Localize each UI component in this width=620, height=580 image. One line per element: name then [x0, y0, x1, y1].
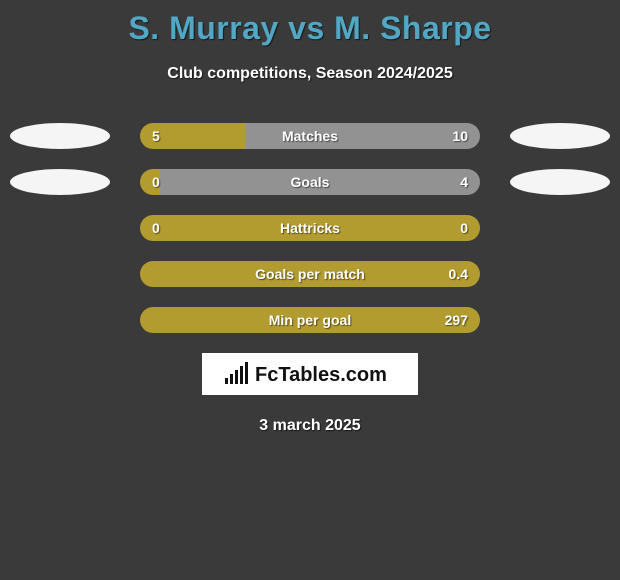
player-right-avatar: [510, 169, 610, 195]
brand-text: FcTables.com: [255, 364, 387, 386]
value-right: 297: [445, 307, 468, 333]
comparison-chart: 5 Matches 10 0 Goals 4 0 Hattricks 0: [0, 123, 620, 333]
bar-track: Min per goal 297: [140, 307, 480, 333]
value-right: 0: [460, 215, 468, 241]
stat-row: 0 Hattricks 0: [0, 215, 620, 241]
stat-label: Min per goal: [140, 307, 480, 333]
brand-logo-icon: FcTables.com: [225, 360, 395, 388]
stat-label: Goals: [140, 169, 480, 195]
bar-track: 0 Hattricks 0: [140, 215, 480, 241]
page-title: S. Murray vs M. Sharpe: [0, 0, 620, 47]
stat-row: Min per goal 297: [0, 307, 620, 333]
brand-badge: FcTables.com: [202, 353, 418, 395]
stat-row: 0 Goals 4: [0, 169, 620, 195]
value-right: 0.4: [449, 261, 468, 287]
value-right: 4: [460, 169, 468, 195]
player-left-avatar: [10, 123, 110, 149]
stat-label: Hattricks: [140, 215, 480, 241]
stat-label: Goals per match: [140, 261, 480, 287]
stat-label: Matches: [140, 123, 480, 149]
date-label: 3 march 2025: [0, 417, 620, 435]
bar-track: 0 Goals 4: [140, 169, 480, 195]
value-right: 10: [452, 123, 468, 149]
subtitle: Club competitions, Season 2024/2025: [0, 65, 620, 83]
stat-row: 5 Matches 10: [0, 123, 620, 149]
bar-track: 5 Matches 10: [140, 123, 480, 149]
stat-row: Goals per match 0.4: [0, 261, 620, 287]
bar-track: Goals per match 0.4: [140, 261, 480, 287]
player-left-avatar: [10, 169, 110, 195]
player-right-avatar: [510, 123, 610, 149]
